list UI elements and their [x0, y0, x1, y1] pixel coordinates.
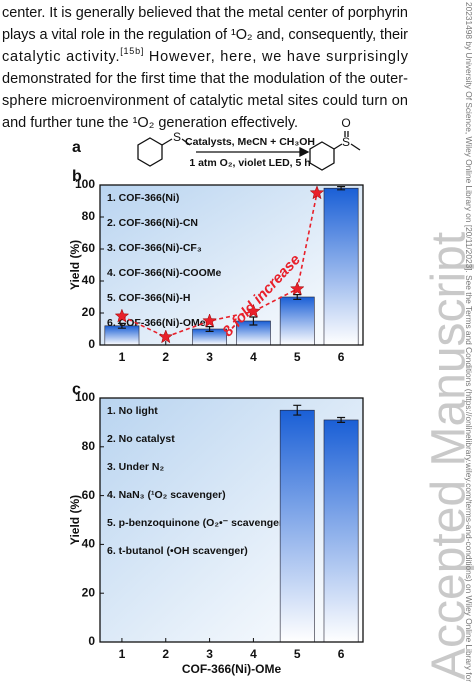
- y-tick-label: 100: [75, 177, 95, 191]
- condition: 1 atm O₂, violet LED, 5 h: [189, 157, 310, 169]
- trend-star: [114, 308, 130, 323]
- legend-entry: 4. NaN₃ (¹O₂ scavenger): [107, 489, 226, 501]
- trend-star: [202, 313, 217, 328]
- x-tick-label: 2: [162, 647, 169, 661]
- y-tick-label: 80: [82, 439, 96, 453]
- bar: [323, 419, 359, 643]
- y-tick-label: 0: [88, 634, 95, 648]
- x-tick-label: 3: [206, 647, 213, 661]
- trend-star: [246, 303, 261, 318]
- x-tick-label: 4: [250, 350, 257, 364]
- paragraph-line: sphere microenvironment of catalytic met…: [2, 93, 408, 109]
- y-axis-label: Yield (%): [68, 240, 82, 290]
- legend-entry: 1. COF-366(Ni): [107, 192, 179, 204]
- text-run: However, here, we have surprisingly: [144, 49, 409, 65]
- x-tick-label: 1: [119, 647, 126, 661]
- panel-label: c: [72, 381, 81, 398]
- paragraph-line: and further tune the ¹O₂ generation effe…: [2, 115, 298, 131]
- watermark: Accepted Manuscript: [423, 232, 474, 680]
- x-axis-label: COF-366(Ni)-OMe: [182, 662, 282, 676]
- text-run: center. It is generally believed that th…: [2, 5, 408, 21]
- error-bar: [249, 316, 258, 326]
- side-note: 20231498 by University Of Science, Wiley…: [464, 2, 473, 682]
- legend-entry: 5. p-benzoquinone (O₂•⁻ scavenger): [107, 517, 287, 529]
- y-tick-label: 0: [88, 337, 95, 351]
- x-tick-label: 4: [250, 647, 257, 661]
- plot-frame: [99, 184, 364, 346]
- y-tick-label: 100: [75, 390, 95, 404]
- panel-label: b: [72, 168, 82, 185]
- paragraph-line: plays a vital role in the regulation of …: [2, 27, 408, 43]
- paragraph-line: catalytic activity.[15b] However, here, …: [2, 46, 409, 64]
- text-run: sphere microenvironment of catalytic met…: [2, 93, 408, 109]
- x-tick-label: 2: [162, 350, 169, 364]
- plot-frame: [99, 397, 364, 643]
- legend-entry: 5. COF-366(Ni)-H: [107, 292, 190, 304]
- trend-star: [158, 329, 174, 344]
- y-tick-label: 80: [82, 209, 96, 223]
- y-axis-label: Yield (%): [68, 495, 82, 545]
- error-bar: [293, 294, 302, 300]
- trend-line: [121, 192, 318, 338]
- trend-star: [289, 281, 305, 296]
- text-run: and further tune the ¹O₂ generation effe…: [2, 115, 298, 131]
- y-tick-label: 60: [82, 488, 96, 502]
- paragraph-line: center. It is generally believed that th…: [2, 5, 408, 21]
- y-tick-label: 20: [82, 305, 96, 319]
- error-bar: [337, 416, 346, 423]
- bar: [279, 296, 315, 346]
- y-tick-label: 60: [82, 241, 96, 255]
- error-bar: [337, 186, 346, 191]
- condition: Catalysts, MeCN + CH₃OH: [185, 136, 315, 148]
- x-tick-label: 5: [294, 350, 301, 364]
- trend-star: [309, 185, 325, 200]
- legend-entry: 3. COF-366(Ni)-CF₃: [107, 242, 202, 254]
- legend-entry: 2. No catalyst: [107, 433, 175, 445]
- atom: O: [341, 116, 350, 130]
- text-run: demonstrated for the first time that the…: [2, 71, 408, 87]
- atom: S: [342, 135, 350, 149]
- bar: [323, 187, 359, 346]
- panel-label: a: [72, 139, 81, 156]
- y-tick-label: 20: [82, 585, 96, 599]
- x-tick-label: 6: [338, 647, 345, 661]
- legend-entry: 1. No light: [107, 405, 158, 417]
- text-run: plays a vital role in the regulation of …: [2, 27, 408, 43]
- y-tick-label: 40: [82, 537, 96, 551]
- x-tick-label: 6: [338, 350, 345, 364]
- bar: [279, 409, 315, 643]
- error-bar: [117, 322, 126, 329]
- text-run: catalytic activity.: [2, 49, 119, 65]
- paragraph-line: demonstrated for the first time that the…: [2, 71, 408, 87]
- x-tick-label: 3: [206, 350, 213, 364]
- legend-entry: 3. Under N₂: [107, 461, 165, 473]
- x-tick-label: 1: [119, 350, 126, 364]
- plot-background: [100, 398, 363, 642]
- legend-entry: 4. COF-366(Ni)-COOMe: [107, 267, 222, 279]
- legend-entry: 6. t-butanol (•OH scavenger): [107, 545, 248, 557]
- x-tick-label: 5: [294, 647, 301, 661]
- error-bar: [293, 404, 302, 416]
- scheme-drawing: [137, 131, 361, 171]
- error-bar: [205, 326, 214, 332]
- plot-background: [100, 185, 363, 345]
- legend-entry: 2. COF-366(Ni)-CN: [107, 217, 198, 229]
- atom: S: [173, 130, 181, 144]
- y-tick-label: 40: [82, 273, 96, 287]
- citation: [15b]: [120, 46, 143, 56]
